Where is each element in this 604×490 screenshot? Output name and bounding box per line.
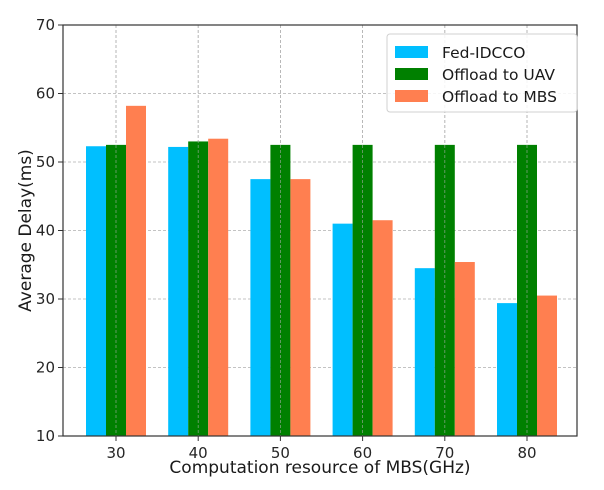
bar-offload-to-mbs bbox=[208, 138, 229, 436]
legend-label: Offload to UAV bbox=[442, 66, 555, 84]
bar-fed-idcco bbox=[168, 146, 189, 436]
x-tick-label: 60 bbox=[353, 444, 372, 462]
bar-fed-idcco bbox=[414, 268, 435, 436]
bars bbox=[86, 25, 557, 436]
y-axis-label: Average Delay(ms) bbox=[16, 149, 36, 312]
bar-fed-idcco bbox=[497, 303, 517, 436]
bar-fed-idcco bbox=[86, 146, 106, 436]
legend-label: Offload to MBS bbox=[442, 88, 557, 106]
bar-offload-to-mbs bbox=[126, 105, 146, 436]
y-tick-label: 10 bbox=[36, 427, 55, 445]
plot-frame bbox=[62, 24, 578, 437]
legend-swatch bbox=[395, 90, 428, 102]
legend-swatch bbox=[395, 46, 428, 58]
axes bbox=[58, 24, 578, 441]
y-tick-label: 20 bbox=[36, 359, 55, 377]
bar-offload-to-mbs bbox=[537, 295, 557, 436]
y-tick-label: 70 bbox=[36, 16, 55, 34]
x-tick-label: 40 bbox=[189, 444, 208, 462]
x-axis-label: Computation resource of MBS(GHz) bbox=[169, 458, 470, 478]
legend-label: Fed-IDCCO bbox=[442, 44, 525, 62]
legend: Fed-IDCCO Offload to UAV Offload to MBS bbox=[386, 33, 578, 113]
bar-offload-to-uav bbox=[188, 141, 209, 436]
tick-labels: 10 20 30 40 50 60 70 30 40 50 60 70 80 bbox=[36, 16, 537, 462]
legend-swatch bbox=[395, 68, 428, 80]
bar-fed-idcco bbox=[332, 223, 353, 436]
y-tick-label: 60 bbox=[36, 85, 55, 103]
bar-offload-to-mbs bbox=[454, 262, 475, 436]
x-tick-label: 30 bbox=[106, 444, 125, 462]
x-tick-label: 50 bbox=[271, 444, 290, 462]
bar-offload-to-mbs bbox=[372, 220, 393, 436]
y-tick-label: 30 bbox=[36, 290, 55, 308]
legend-box bbox=[386, 33, 578, 113]
x-tick-label: 70 bbox=[435, 444, 454, 462]
y-tick-label: 50 bbox=[36, 153, 55, 171]
y-tick-label: 40 bbox=[36, 222, 55, 240]
bar-fed-idcco bbox=[250, 179, 271, 436]
x-tick-label: 80 bbox=[517, 444, 536, 462]
bar-offload-to-mbs bbox=[290, 179, 311, 436]
